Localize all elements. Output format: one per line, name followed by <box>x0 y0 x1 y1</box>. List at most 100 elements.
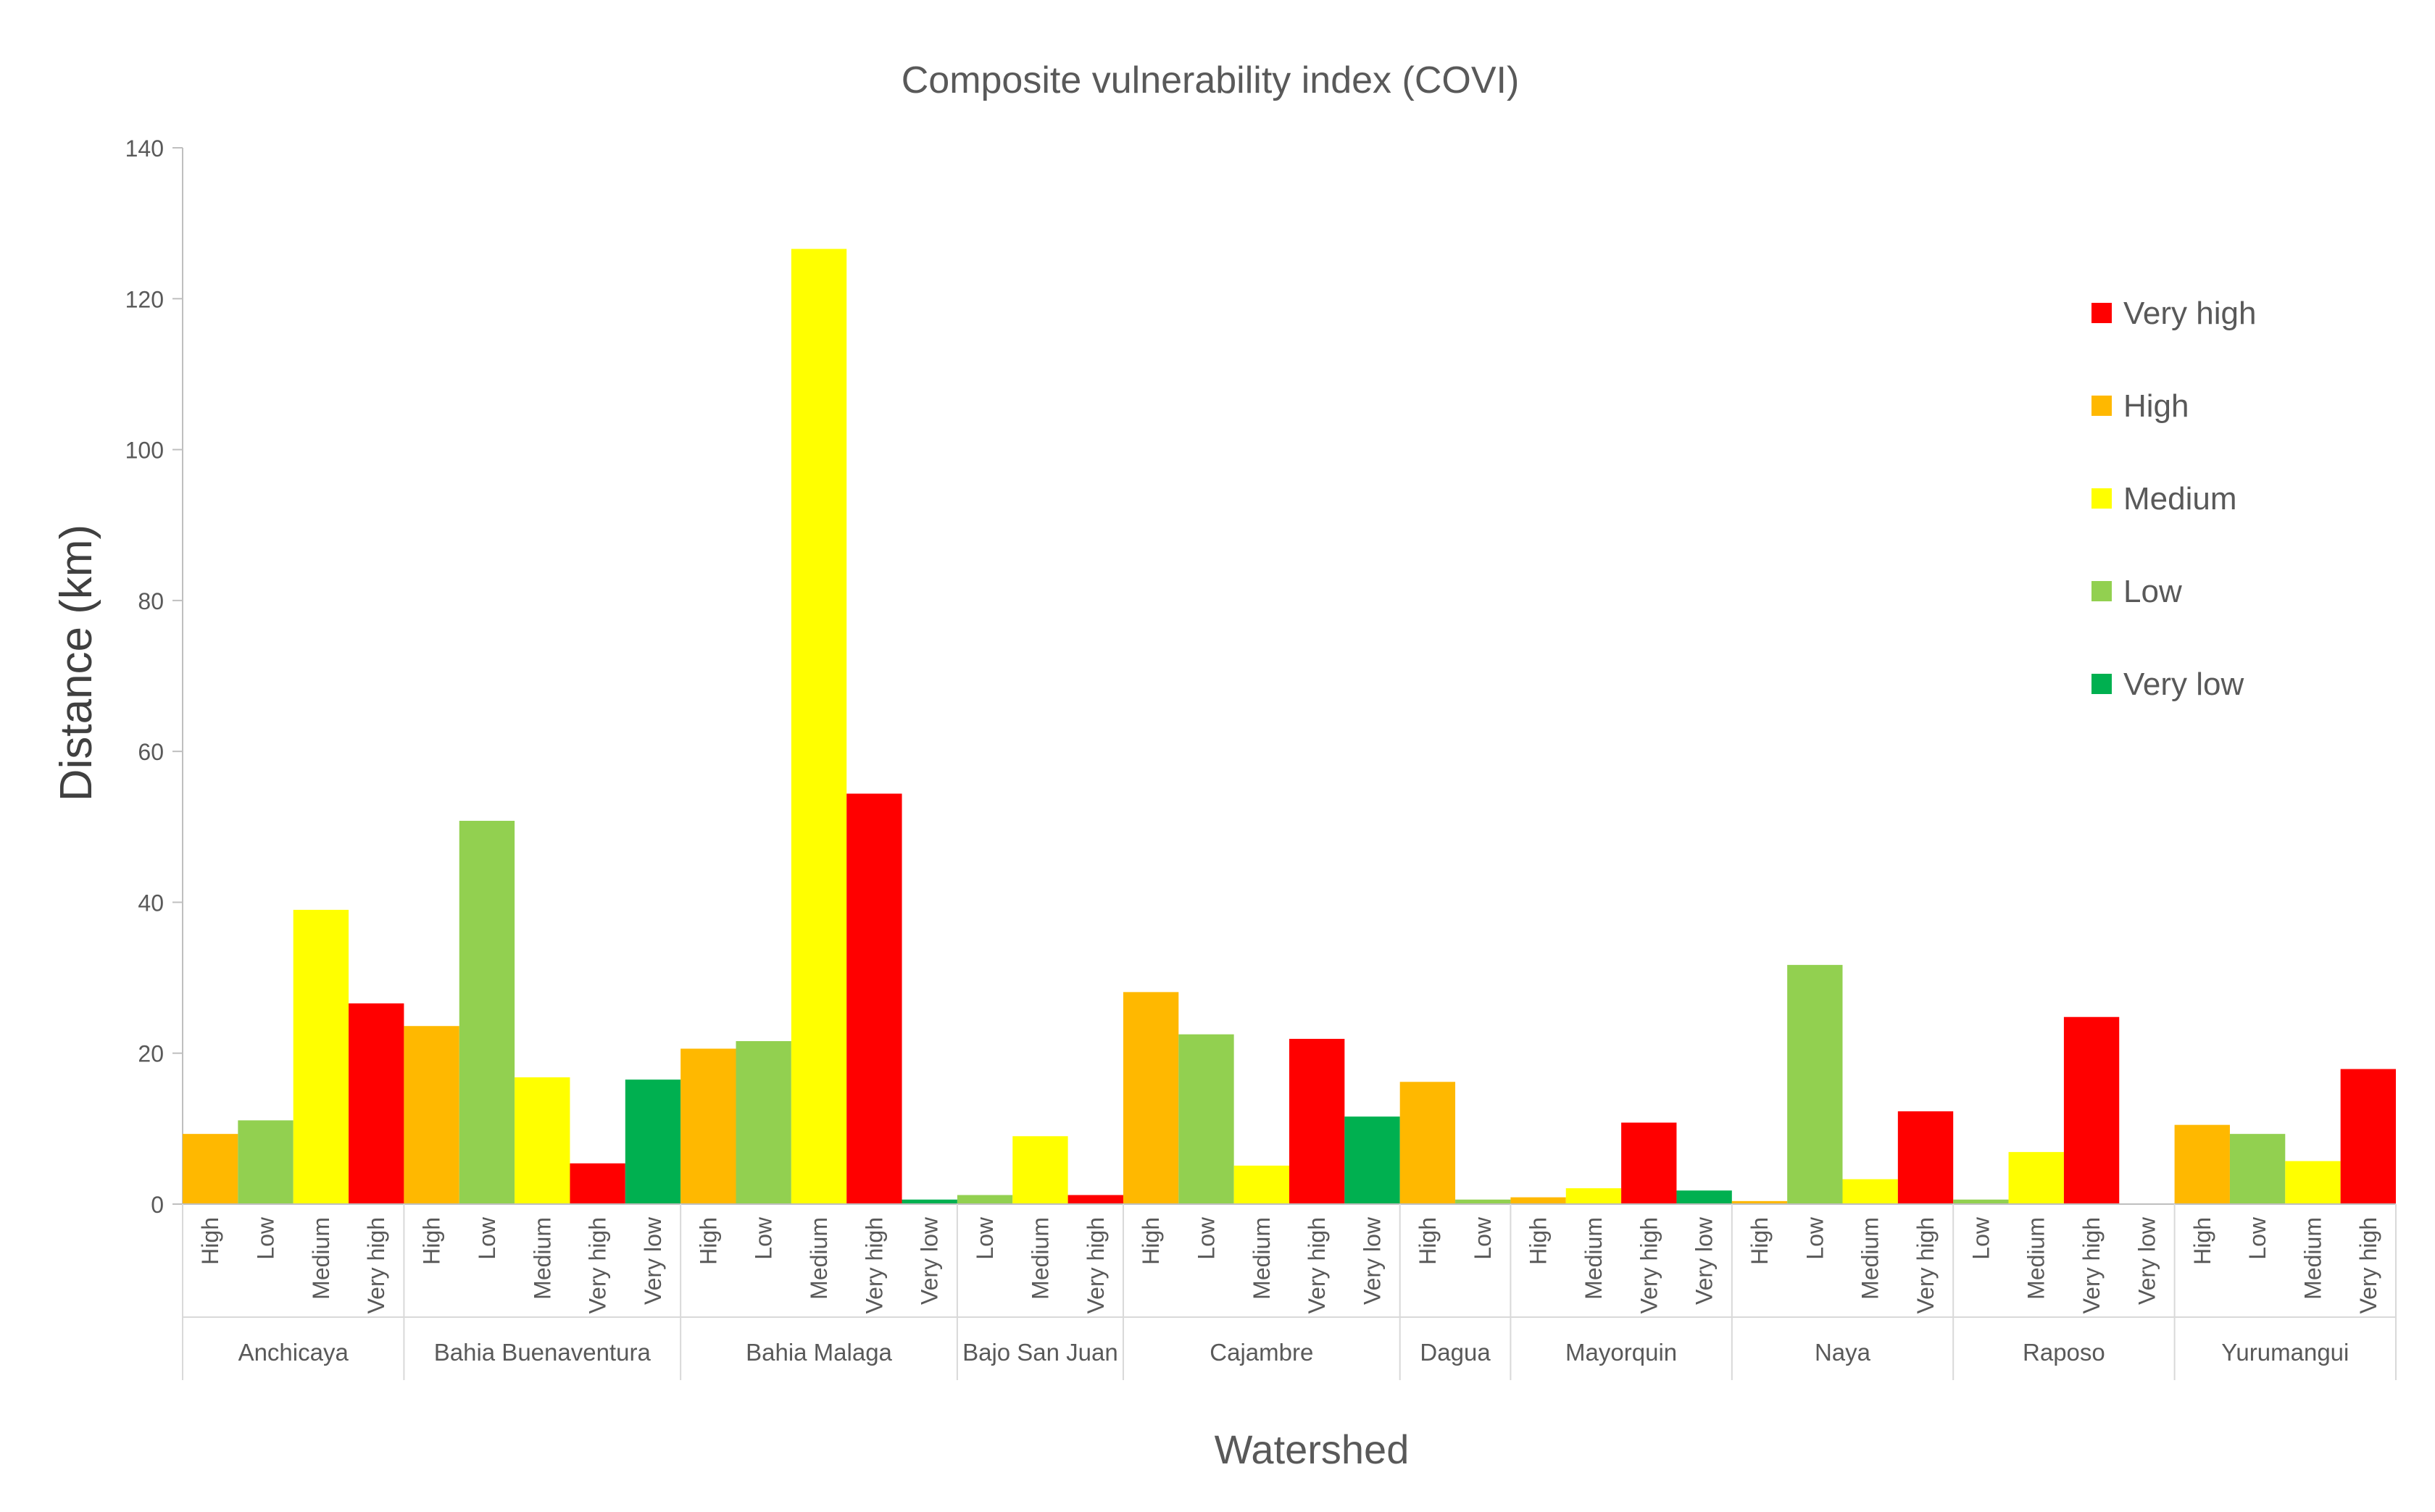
bar-layer: Anchicaya – High: 9.3Anchicaya – Low: 11… <box>183 248 2396 1205</box>
x-tick-label-bahia-malaga-low: Low <box>751 1216 777 1260</box>
legend-label-very-high: Very high <box>2123 296 2256 331</box>
x-tick-label-bahia-buenaventura-high: High <box>419 1217 445 1265</box>
x-tick-label-yurumangui-very-high: Very high <box>2355 1217 2381 1313</box>
x-tick-label-bahia-buenaventura-medium: Medium <box>529 1217 555 1300</box>
legend-label-high: High <box>2123 388 2189 424</box>
bar-bahia-buenaventura-very-high: Bahia Buenaventura – Very high: 5.4 <box>570 1163 625 1204</box>
bar-yurumangui-very-high: Yurumangui – Very high: 17.9 <box>2340 1069 2396 1204</box>
group-label-bahia-buenaventura: Bahia Buenaventura <box>434 1339 652 1366</box>
y-tick-label-60: 60 <box>138 739 164 765</box>
x-tick-label-bahia-buenaventura-very-low: Very low <box>640 1216 666 1305</box>
bar-naya-very-high: Naya – Very high: 12.3 <box>1897 1111 1954 1204</box>
x-tick-label-bahia-malaga-high: High <box>695 1217 721 1265</box>
x-tick-label-yurumangui-low: Low <box>2244 1216 2270 1260</box>
x-tick-label-cajambre-low: Low <box>1193 1216 1219 1260</box>
bar-cajambre-very-low: Cajambre – Very low: 11.6 <box>1344 1116 1400 1204</box>
x-tick-label-bajo-san-juan-low: Low <box>972 1216 998 1260</box>
group-label-bahia-malaga: Bahia Malaga <box>746 1339 892 1366</box>
x-tick-label-anchicaya-low: Low <box>253 1216 279 1260</box>
x-tick-label-cajambre-very-low: Very low <box>1360 1216 1386 1305</box>
bar-naya-high: Naya – High: 0.4 <box>1731 1200 1788 1204</box>
bar-mayorquin-medium: Mayorquin – Medium: 2.1 <box>1565 1188 1622 1204</box>
legend: Very high High Medium Low Very low <box>2091 296 2256 702</box>
x-tick-label-dagua-high: High <box>1415 1217 1441 1265</box>
x-tick-label-bahia-malaga-medium: Medium <box>806 1217 832 1300</box>
bar-cajambre-high: Cajambre – High: 28.1 <box>1123 992 1179 1204</box>
bar-bahia-buenaventura-medium: Bahia Buenaventura – Medium: 16.8 <box>515 1077 570 1204</box>
x-tick-label-bajo-san-juan-medium: Medium <box>1027 1217 1053 1300</box>
x-tick-label-mayorquin-very-low: Very low <box>1691 1216 1718 1305</box>
x-tick-label-mayorquin-very-high: Very high <box>1636 1217 1662 1313</box>
y-axis: 0 20 40 60 80 100 120 140 <box>125 135 183 1218</box>
y-tick-label-0: 0 <box>151 1192 164 1218</box>
bar-raposo-very-high: Raposo – Very high: 24.8 <box>2063 1016 2120 1204</box>
bar-cajambre-low: Cajambre – Low: 22.5 <box>1178 1034 1234 1204</box>
legend-label-medium: Medium <box>2123 481 2237 517</box>
x-tick-label-cajambre-high: High <box>1138 1217 1164 1265</box>
y-axis-label: Distance (km) <box>51 525 101 801</box>
bar-naya-medium: Naya – Medium: 3.3 <box>1842 1179 1898 1204</box>
y-tick-label-100: 100 <box>125 438 164 464</box>
x-tick-label-bahia-buenaventura-low: Low <box>474 1216 500 1260</box>
y-tick-label-80: 80 <box>138 588 164 614</box>
bar-yurumangui-medium: Yurumangui – Medium: 5.7 <box>2285 1161 2341 1204</box>
bar-bahia-buenaventura-very-low: Bahia Buenaventura – Very low: 16.5 <box>625 1079 681 1204</box>
x-tick-label-cajambre-medium: Medium <box>1249 1217 1275 1300</box>
x-tick-label-naya-very-high: Very high <box>1912 1217 1939 1313</box>
x-tick-label-mayorquin-high: High <box>1525 1217 1552 1265</box>
bar-cajambre-very-high: Cajambre – Very high: 21.9 <box>1289 1038 1345 1204</box>
bar-yurumangui-high: Yurumangui – High: 10.5 <box>2174 1124 2230 1204</box>
group-label-anchicaya: Anchicaya <box>238 1339 349 1366</box>
bar-anchicaya-low: Anchicaya – Low: 11.1 <box>238 1120 294 1204</box>
bar-bahia-malaga-very-low: Bahia Malaga – Very low: 0.6 <box>902 1199 957 1204</box>
x-tick-label-anchicaya-very-high: Very high <box>363 1217 389 1313</box>
bar-bahia-malaga-low: Bahia Malaga – Low: 21.6 <box>736 1041 791 1204</box>
bar-dagua-low: Dagua – Low: 0.6 <box>1455 1199 1511 1204</box>
x-axis-label: Watershed <box>1215 1427 1410 1472</box>
legend-swatch-high <box>2091 396 2112 416</box>
x-tick-label-yurumangui-high: High <box>2189 1217 2215 1265</box>
y-tick-label-20: 20 <box>138 1041 164 1067</box>
bar-naya-low: Naya – Low: 31.7 <box>1787 964 1843 1204</box>
legend-label-low: Low <box>2123 574 2182 609</box>
x-tick-label-naya-high: High <box>1747 1217 1773 1265</box>
x-tick-label-naya-low: Low <box>1802 1216 1828 1260</box>
y-tick-label-120: 120 <box>125 286 164 312</box>
x-tick-label-naya-medium: Medium <box>1857 1217 1884 1300</box>
group-label-bajo-san-juan: Bajo San Juan <box>962 1339 1118 1366</box>
x-tick-label-cajambre-very-high: Very high <box>1304 1217 1330 1313</box>
legend-swatch-medium <box>2091 488 2112 509</box>
x-axis: High Low Medium Very high Anchicaya High Low Me… <box>182 1203 2397 1380</box>
y-tick-label-40: 40 <box>138 890 164 916</box>
bar-mayorquin-very-high: Mayorquin – Very high: 10.8 <box>1621 1122 1677 1204</box>
x-tick-label-raposo-medium: Medium <box>2023 1217 2049 1300</box>
group-label-naya: Naya <box>1815 1339 1871 1366</box>
x-tick-label-anchicaya-medium: Medium <box>308 1217 334 1300</box>
chart-title: Composite vulnerability index (COVI) <box>902 59 1520 101</box>
bar-bahia-buenaventura-high: Bahia Buenaventura – High: 23.6 <box>404 1026 459 1204</box>
legend-swatch-very-low <box>2091 674 2112 694</box>
bar-mayorquin-very-low: Mayorquin – Very low: 1.8 <box>1676 1190 1732 1204</box>
bar-cajambre-medium: Cajambre – Medium: 5.1 <box>1233 1165 1289 1204</box>
bar-raposo-low: Raposo – Low: 0.6 <box>1953 1199 2009 1204</box>
x-tick-label-bahia-malaga-very-low: Very low <box>917 1216 943 1305</box>
group-label-raposo: Raposo <box>2023 1339 2105 1366</box>
bar-mayorquin-high: Mayorquin – High: 0.9 <box>1510 1197 1566 1204</box>
bar-bahia-malaga-medium: Bahia Malaga – Medium: 126.6 <box>791 248 847 1205</box>
x-tick-label-bahia-buenaventura-very-high: Very high <box>585 1217 611 1313</box>
x-tick-label-raposo-low: Low <box>1968 1216 1994 1260</box>
bar-anchicaya-very-high: Anchicaya – Very high: 26.6 <box>349 1003 404 1204</box>
x-tick-label-mayorquin-medium: Medium <box>1581 1217 1607 1300</box>
bar-bahia-malaga-high: Bahia Malaga – High: 20.6 <box>680 1048 736 1204</box>
legend-label-very-low: Very low <box>2123 667 2244 702</box>
bar-anchicaya-medium: Anchicaya – Medium: 39 <box>293 909 349 1204</box>
x-tick-label-bahia-malaga-very-high: Very high <box>861 1217 887 1313</box>
y-tick-label-140: 140 <box>125 135 164 162</box>
bar-bahia-buenaventura-low: Bahia Buenaventura – Low: 50.8 <box>459 820 515 1204</box>
x-tick-label-anchicaya-high: High <box>197 1217 223 1265</box>
bar-bajo-san-juan-very-high: Bajo San Juan – Very high: 1.2 <box>1067 1195 1123 1204</box>
x-tick-label-raposo-very-high: Very high <box>2078 1217 2105 1313</box>
x-tick-label-bajo-san-juan-very-high: Very high <box>1083 1217 1109 1313</box>
